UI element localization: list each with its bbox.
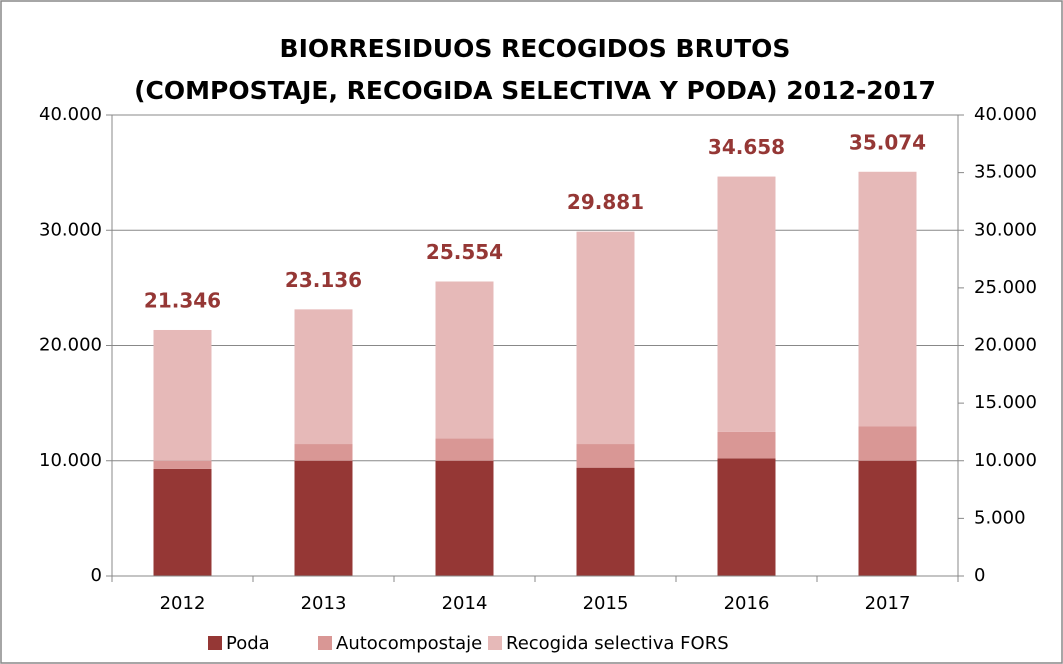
y-tick-label: 20.000 xyxy=(39,335,102,356)
bar-segment xyxy=(858,460,917,576)
total-label: 21.346 xyxy=(144,288,221,312)
bar-segment xyxy=(576,444,635,468)
bar-segment xyxy=(153,329,212,461)
y2-tick-label: 30.000 xyxy=(974,219,1037,240)
total-label: 29.881 xyxy=(567,190,644,214)
legend-swatch xyxy=(318,636,332,650)
legend-label: Recogida selectiva FORS xyxy=(506,633,729,654)
total-label: 34.658 xyxy=(708,135,785,159)
bar-segment xyxy=(858,426,917,461)
y2-tick-label: 10.000 xyxy=(974,450,1037,471)
chart-title: (COMPOSTAJE, RECOGIDA SELECTIVA Y PODA) … xyxy=(134,76,936,105)
bar-segment xyxy=(294,444,353,461)
x-tick-label: 2012 xyxy=(160,593,206,614)
total-label: 25.554 xyxy=(426,240,503,264)
y2-tick-label: 0 xyxy=(974,565,985,586)
bar-segment xyxy=(576,467,635,576)
bar-segment xyxy=(717,176,776,432)
total-label: 23.136 xyxy=(285,268,362,292)
y2-tick-label: 5.000 xyxy=(974,507,1026,528)
bar-segment xyxy=(435,281,494,439)
bar-segment xyxy=(435,460,494,576)
x-tick-label: 2015 xyxy=(583,593,629,614)
bar-segment xyxy=(294,309,353,445)
bar-segment xyxy=(717,458,776,576)
y2-tick-label: 35.000 xyxy=(974,162,1037,183)
y2-tick-label: 25.000 xyxy=(974,277,1037,298)
legend-label: Autocompostaje xyxy=(336,633,482,654)
x-tick-label: 2013 xyxy=(301,593,347,614)
y-tick-label: 10.000 xyxy=(39,450,102,471)
y2-tick-label: 40.000 xyxy=(974,104,1037,125)
bar-segment xyxy=(435,438,494,461)
y-tick-label: 30.000 xyxy=(39,219,102,240)
bar-segment xyxy=(717,431,776,459)
bar-segment xyxy=(153,468,212,576)
bar-segment xyxy=(153,460,212,469)
legend-swatch xyxy=(488,636,502,650)
chart-title: BIORRESIDUOS RECOGIDOS BRUTOS xyxy=(280,34,791,63)
y2-tick-label: 20.000 xyxy=(974,335,1037,356)
legend-swatch xyxy=(208,636,222,650)
y-tick-label: 40.000 xyxy=(39,104,102,125)
x-tick-label: 2016 xyxy=(724,593,770,614)
y-tick-label: 0 xyxy=(91,565,102,586)
bar-segment xyxy=(294,460,353,576)
bar-segment xyxy=(576,231,635,445)
x-tick-label: 2014 xyxy=(442,593,488,614)
legend-label: Poda xyxy=(226,633,270,654)
total-label: 35.074 xyxy=(849,130,926,154)
bar-segment xyxy=(858,171,917,427)
y2-tick-label: 15.000 xyxy=(974,392,1037,413)
x-tick-label: 2017 xyxy=(865,593,911,614)
